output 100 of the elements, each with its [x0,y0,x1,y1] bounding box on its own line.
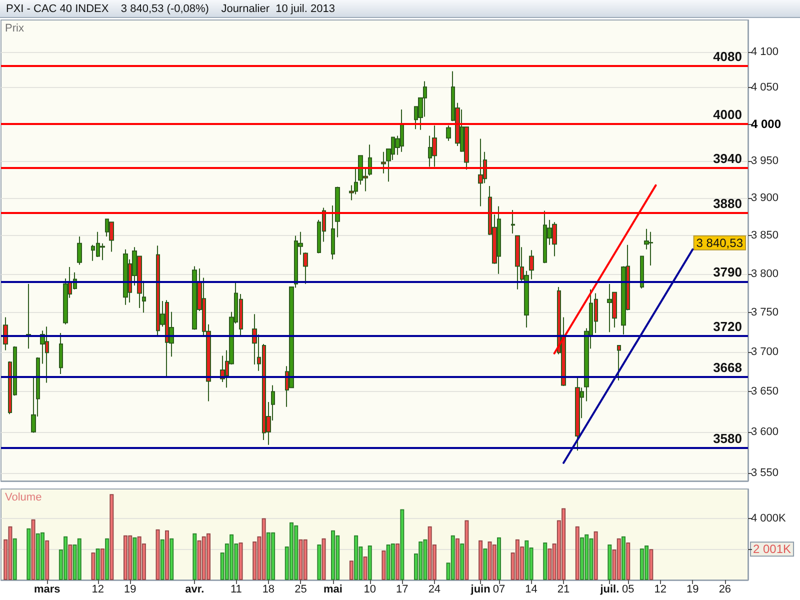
bar [105,538,110,580]
bar [45,540,50,580]
x-tick-label: 18 [262,584,275,596]
ref-line-label: 4000 [713,107,742,122]
bar [322,538,326,580]
bar [483,548,488,580]
bar [192,533,197,580]
x-tick-label: 07 [492,584,506,596]
y-tick-label: 3 800 [751,268,779,280]
candlestick [109,222,114,252]
candlestick [381,151,386,174]
bar [68,544,72,580]
candlestick [617,345,621,381]
bar [31,519,36,580]
candlestick [335,186,340,238]
y-tick-label: 3 700 [751,346,779,358]
x-tick-label: 11 [230,584,242,596]
bar [616,538,621,580]
bar [160,539,164,580]
bar [464,520,469,580]
bar [456,538,460,580]
y-tick-label: 3 750 [751,306,779,319]
bar [12,538,17,580]
bar [478,540,483,580]
candlestick [478,138,483,207]
candlestick [303,252,308,284]
x-tick-label: 26 [718,584,732,596]
x-tick-label: 05 [622,584,634,596]
y-tick-label: 4 100 [751,46,779,58]
ref-line-label: 3790 [713,264,742,280]
bar [382,550,386,580]
bar [110,494,114,580]
candlestick [59,332,63,375]
x-tick-label: mai [324,584,342,596]
y-tick-label: 3 550 [751,466,779,479]
candlestick [511,210,515,234]
x-tick-label: 12 [654,584,667,596]
bar [91,552,96,580]
bar [368,545,372,580]
ref-line-label: 3580 [713,431,742,446]
bar [626,542,630,580]
bar [100,548,104,580]
bar [400,509,404,580]
candlestick [123,248,128,306]
text: 2 001K [753,542,792,556]
y-tick-label: 3 850 [751,230,779,242]
x-tick-label: avr. [185,584,204,596]
candlestick [529,250,534,280]
bar [575,526,580,580]
x-tick-label: 21 [557,584,570,596]
bar [238,542,243,580]
bar [170,538,174,580]
ref-line-label: 3940 [713,151,742,166]
candlestick [515,235,520,290]
bar [96,548,100,580]
x-tick-label: mars [34,584,60,596]
bar [26,528,31,580]
x-tick-label: juin [470,584,491,596]
x-tick-label: 19 [124,584,136,596]
bar [390,543,395,580]
candlestick [77,236,82,266]
y-tick-label: 4 000K [751,512,787,524]
bar [608,544,612,580]
bar [649,549,654,580]
candlestick [640,256,644,290]
bar [492,544,496,580]
ref-line-label: 3668 [713,360,742,376]
x-tick-label: 14 [525,584,538,596]
y-tick-label: 3 900 [751,192,779,204]
bar [77,538,82,580]
x-tick-label: 19 [686,584,699,596]
bar [594,531,598,580]
candlestick [446,125,451,142]
y-axis-title: Prix [5,22,24,34]
candlestick [26,283,31,350]
bar [349,560,354,580]
bar [317,544,322,580]
candlestick [331,205,335,260]
bar [156,529,160,580]
ref-line-label: 3720 [713,319,742,334]
bar [543,542,548,580]
x-tick-label: 10 [364,584,376,596]
candlestick [432,125,437,168]
chart-title: PXI - CAC 40 INDEX 3 840,53 (-0,08%) Journalier 10 juil. 2013 [6,2,335,16]
x-tick-label: juil. [599,584,620,596]
bar [354,535,358,580]
x-tick-label: 17 [396,584,408,596]
bar [497,537,501,580]
y-tick-label: 3 950 [751,154,779,167]
bar [165,530,169,580]
bar [396,543,400,580]
ref-line-label: 4080 [713,49,742,64]
x-tick-label: 24 [428,584,441,596]
y-tick-label: 3 650 [751,386,779,398]
x-tick-label: 12 [92,584,104,596]
bar [460,543,464,580]
annotation: 3 840,53 [696,236,744,250]
candlestick [368,144,372,176]
bar [622,536,626,580]
bar [363,556,368,580]
